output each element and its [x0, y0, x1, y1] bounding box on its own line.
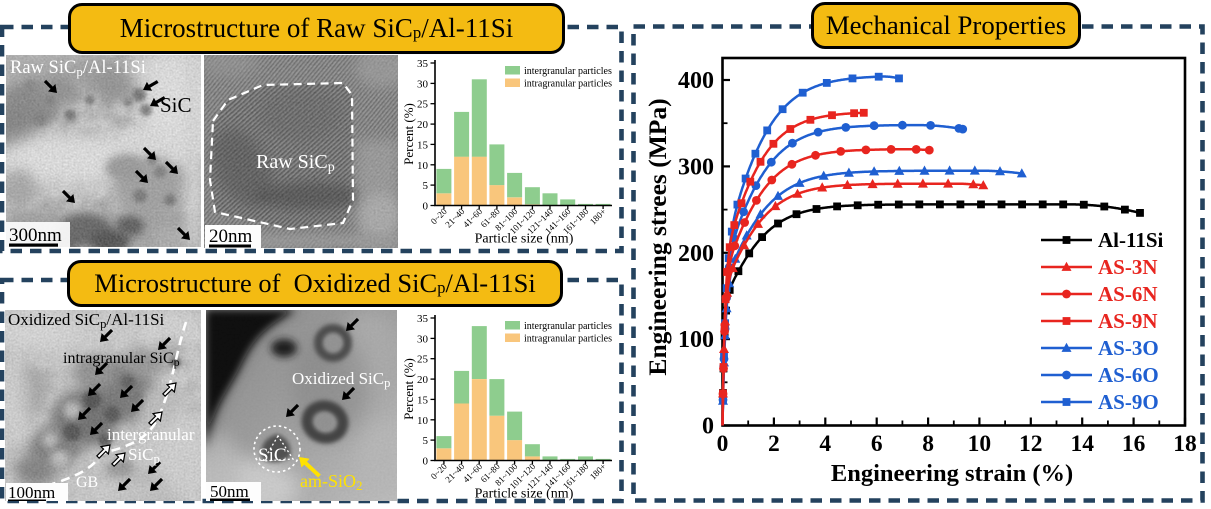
- svg-text:AS-3N: AS-3N: [1098, 255, 1158, 279]
- svg-text:0: 0: [717, 431, 729, 457]
- svg-text:12: 12: [1019, 431, 1043, 457]
- svg-text:Percent (%): Percent (%): [401, 358, 416, 420]
- svg-text:35: 35: [417, 313, 429, 325]
- svg-text:Raw SiCp/Al-11Si: Raw SiCp/Al-11Si: [10, 58, 146, 79]
- svg-text:30: 30: [417, 333, 429, 345]
- svg-text:20: 20: [417, 374, 429, 386]
- svg-text:AS-9O: AS-9O: [1098, 390, 1159, 414]
- svg-text:Particle size (nm): Particle size (nm): [475, 487, 574, 502]
- svg-text:SiC: SiC: [160, 93, 192, 117]
- svg-text:Percent (%): Percent (%): [401, 103, 416, 165]
- svg-text:0: 0: [423, 456, 429, 468]
- svg-text:Particle size (nm): Particle size (nm): [475, 232, 574, 247]
- svg-text:intergranular: intergranular: [107, 425, 195, 444]
- svg-text:8: 8: [922, 431, 934, 457]
- svg-text:Engineering strain (%): Engineering strain (%): [831, 460, 1073, 487]
- svg-text:18: 18: [1173, 431, 1197, 457]
- svg-text:10: 10: [417, 415, 429, 427]
- svg-text:300nm: 300nm: [9, 225, 62, 246]
- svg-text:180+: 180+: [588, 206, 608, 226]
- svg-text:SiCp: SiCp: [128, 445, 160, 466]
- svg-text:intergranular particles: intergranular particles: [524, 321, 612, 332]
- svg-text:intragranular particles: intragranular particles: [524, 334, 612, 345]
- svg-text:5: 5: [423, 180, 429, 192]
- svg-text:200: 200: [678, 241, 714, 267]
- svg-text:Oxidized SiCp: Oxidized SiCp: [292, 369, 390, 390]
- svg-text:AS-3O: AS-3O: [1098, 336, 1159, 360]
- svg-text:AS-9N: AS-9N: [1098, 309, 1158, 333]
- svg-text:25: 25: [417, 354, 429, 366]
- svg-text:Oxidized SiCp/Al-11Si: Oxidized SiCp/Al-11Si: [8, 310, 165, 331]
- svg-text:300: 300: [678, 154, 714, 180]
- svg-text:10: 10: [968, 431, 992, 457]
- svg-text:35: 35: [417, 58, 429, 70]
- svg-text:0: 0: [423, 201, 429, 213]
- svg-text:100nm: 100nm: [8, 483, 55, 502]
- svg-text:15: 15: [417, 139, 429, 151]
- svg-text:30: 30: [417, 78, 429, 90]
- svg-text:intergranular particles: intergranular particles: [524, 66, 612, 77]
- svg-text:Engineering strees (MPa): Engineering strees (MPa): [643, 98, 672, 375]
- svg-text:AS-6O: AS-6O: [1098, 363, 1159, 387]
- svg-text:180+: 180+: [588, 461, 608, 481]
- svg-text:25: 25: [417, 99, 429, 111]
- svg-text:AS-6N: AS-6N: [1098, 282, 1158, 306]
- svg-text:0: 0: [702, 414, 714, 440]
- svg-text:intragranular SiCp: intragranular SiCp: [63, 350, 180, 369]
- svg-text:15: 15: [417, 394, 429, 406]
- svg-text:16: 16: [1122, 431, 1146, 457]
- svg-text:5: 5: [423, 435, 429, 447]
- svg-text:am-SiO2: am-SiO2: [300, 471, 363, 493]
- svg-text:SiC: SiC: [258, 445, 287, 466]
- svg-text:14: 14: [1070, 431, 1094, 457]
- svg-text:100: 100: [678, 327, 714, 353]
- svg-text:GB: GB: [76, 474, 98, 491]
- svg-text:2: 2: [768, 431, 780, 457]
- svg-text:50nm: 50nm: [210, 482, 249, 501]
- svg-text:20: 20: [417, 119, 429, 131]
- svg-text:intragranular particles: intragranular particles: [524, 79, 612, 90]
- svg-text:10: 10: [417, 160, 429, 172]
- svg-text:Al-11Si: Al-11Si: [1098, 228, 1164, 252]
- svg-text:4: 4: [819, 431, 831, 457]
- svg-text:Raw SiCp: Raw SiCp: [256, 151, 335, 175]
- svg-text:20nm: 20nm: [209, 226, 253, 247]
- svg-text:400: 400: [678, 68, 714, 94]
- svg-text:6: 6: [871, 431, 883, 457]
